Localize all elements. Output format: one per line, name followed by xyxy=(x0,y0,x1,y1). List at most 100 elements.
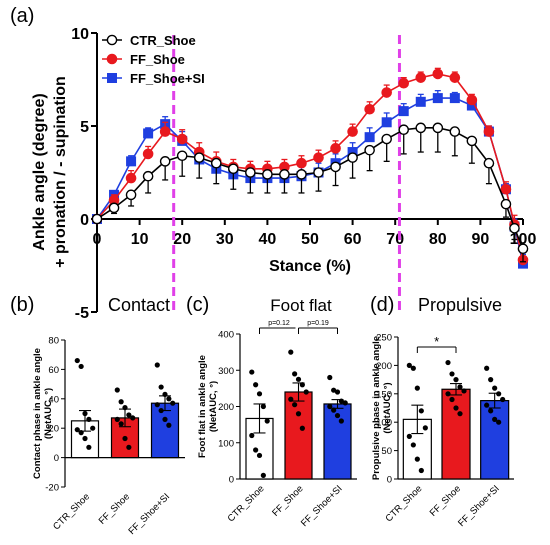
y-axis-label-line1: Ankle angle (degree) xyxy=(31,93,48,250)
individual-data-point xyxy=(449,371,455,377)
individual-data-point xyxy=(130,415,136,421)
individual-data-point xyxy=(122,405,128,411)
individual-data-point xyxy=(78,363,84,370)
data-point xyxy=(313,167,324,178)
data-point xyxy=(193,152,205,163)
y-axis-label-line2: (NetAUC, °) xyxy=(43,388,54,439)
data-point xyxy=(228,163,239,175)
individual-data-point xyxy=(166,396,172,402)
data-point xyxy=(381,87,392,98)
panel-b-bar-chart: (b) Contact -20 0 20 40 60 80 Contact phase in a… xyxy=(10,294,185,537)
panel-c-bar-chart: (c) Foot flat 0 100 200 300 400 Foot flat in an… xyxy=(186,294,357,529)
individual-data-point xyxy=(492,416,498,422)
data-point xyxy=(364,144,375,156)
data-point xyxy=(381,117,392,128)
individual-data-point xyxy=(264,418,270,424)
y-tick-label: 250 xyxy=(376,333,392,344)
y-tick-label: 100 xyxy=(218,438,234,449)
individual-data-point xyxy=(457,411,463,417)
y-tick-label: -5 xyxy=(75,305,89,322)
panel-a-label: (a) xyxy=(10,5,34,27)
y-tick-label: -20 xyxy=(45,483,59,494)
x-tick-label: FF_Shoe xyxy=(428,483,463,518)
individual-data-point xyxy=(154,402,160,408)
data-point xyxy=(500,183,512,195)
data-point xyxy=(449,93,460,104)
individual-data-point xyxy=(414,385,420,391)
y-tick-label: 300 xyxy=(218,366,234,377)
individual-data-point xyxy=(338,418,344,424)
individual-data-point xyxy=(410,442,416,448)
individual-data-point xyxy=(406,362,412,368)
individual-data-point xyxy=(334,412,341,419)
individual-data-point xyxy=(496,419,502,425)
y-axis-label-line2: (NetAUC, °) xyxy=(208,381,219,432)
panel-c-label: (c) xyxy=(186,294,209,316)
data-point xyxy=(143,128,154,139)
y-axis-label-line2: (NetAUC, °) xyxy=(382,382,393,433)
individual-data-point xyxy=(303,389,309,395)
individual-data-point xyxy=(327,403,333,410)
data-point xyxy=(483,157,495,169)
x-tick-label: 30 xyxy=(216,231,234,248)
data-point xyxy=(159,156,171,167)
individual-data-point xyxy=(410,365,416,371)
individual-data-point xyxy=(158,407,164,414)
panel-title: Propulsive xyxy=(418,295,502,315)
data-point xyxy=(500,198,512,210)
x-tick-label: 60 xyxy=(344,231,362,248)
individual-data-point xyxy=(414,456,420,462)
data-point xyxy=(364,103,375,115)
data-point xyxy=(176,150,188,162)
y-tick-label: 0 xyxy=(54,453,59,464)
x-tick-label: 0 xyxy=(93,231,102,248)
significance-label: * xyxy=(434,334,439,349)
individual-data-point xyxy=(249,369,255,375)
individual-data-point xyxy=(256,391,263,397)
data-point xyxy=(159,126,171,137)
data-point xyxy=(142,170,154,182)
data-point xyxy=(415,96,426,107)
legend-label: FF_Shoe+SI xyxy=(130,71,205,86)
data-point xyxy=(347,152,358,163)
bar xyxy=(284,391,313,480)
individual-data-point xyxy=(86,416,92,422)
data-point xyxy=(245,167,256,178)
bar xyxy=(441,388,471,480)
data-point xyxy=(125,189,137,201)
individual-data-point xyxy=(162,391,168,397)
data-point xyxy=(296,157,307,169)
individual-data-point xyxy=(162,416,168,422)
data-point xyxy=(449,126,461,137)
y-tick-label: 40 xyxy=(48,394,59,405)
data-point xyxy=(142,148,154,160)
legend: CTR_Shoe FF_Shoe FF_Shoe+SI xyxy=(102,33,205,86)
legend-marker xyxy=(106,53,118,65)
individual-data-point xyxy=(114,387,120,393)
data-point xyxy=(398,106,409,117)
data-point xyxy=(210,157,222,169)
y-tick-label: 200 xyxy=(376,361,392,372)
individual-data-point xyxy=(86,444,92,450)
data-point xyxy=(398,77,410,89)
data-point xyxy=(108,202,120,214)
individual-data-point xyxy=(154,362,160,368)
data-point xyxy=(517,243,529,255)
y-tick-label: 10 xyxy=(71,26,89,43)
individual-data-point xyxy=(461,388,467,394)
y-axis-label-line1: Contact phase in ankle angle xyxy=(32,348,43,479)
data-point xyxy=(483,126,495,137)
data-point xyxy=(398,124,410,136)
x-tick-label: CTR_Shoe xyxy=(226,483,267,524)
y-tick-label: 0 xyxy=(80,212,89,229)
individual-data-point xyxy=(260,472,266,478)
individual-data-point xyxy=(299,382,305,388)
y-tick-label: 0 xyxy=(229,475,234,486)
individual-data-point xyxy=(331,407,337,413)
individual-data-point xyxy=(445,391,451,397)
x-tick-label: CTR_Shoe xyxy=(383,483,424,524)
data-point xyxy=(381,133,392,145)
individual-data-point xyxy=(338,398,344,404)
